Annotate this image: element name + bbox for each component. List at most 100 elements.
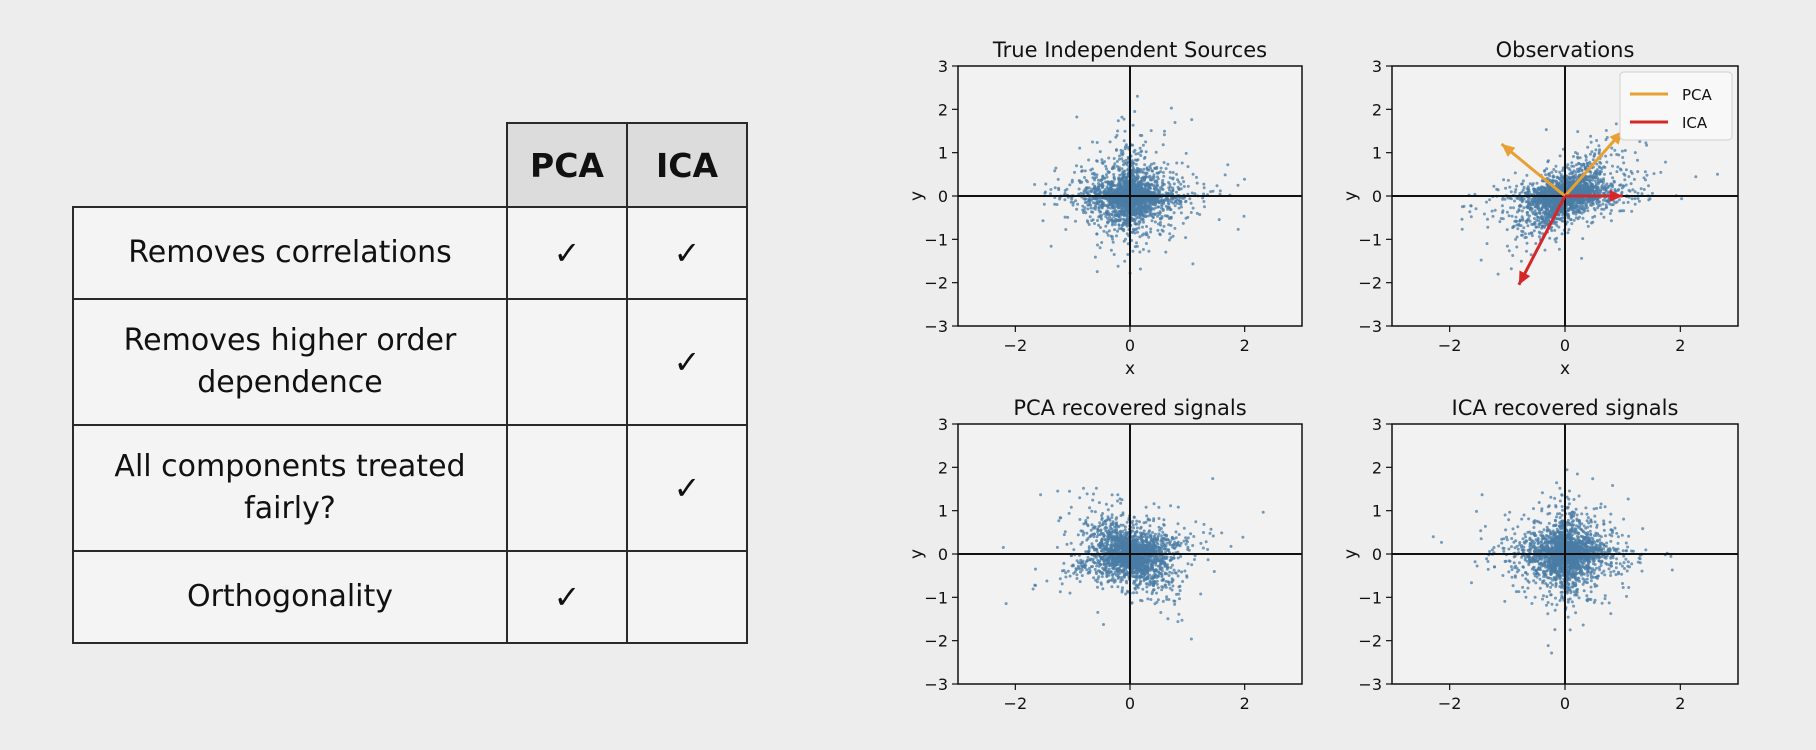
data-point [1593, 214, 1597, 218]
data-point [1095, 232, 1099, 236]
data-point [1106, 216, 1109, 220]
data-point [1116, 119, 1120, 123]
data-point [1616, 165, 1620, 169]
data-point [1141, 190, 1145, 194]
data-point [1538, 222, 1542, 226]
data-point [1069, 541, 1073, 545]
data-point [1603, 172, 1606, 176]
data-point [1111, 196, 1115, 200]
data-point [1630, 197, 1634, 201]
data-point [1630, 171, 1634, 175]
data-point [1071, 203, 1075, 207]
data-point [1133, 110, 1137, 113]
data-point [1507, 249, 1511, 253]
data-point [1113, 228, 1117, 232]
data-point [1537, 207, 1540, 211]
data-point [1536, 202, 1540, 206]
data-point [1620, 209, 1624, 213]
data-point [1165, 214, 1169, 218]
data-point [1580, 256, 1584, 260]
data-point [1540, 179, 1544, 183]
data-point [1073, 170, 1076, 174]
data-point [1116, 218, 1120, 222]
data-point [1573, 176, 1577, 180]
data-point [1138, 146, 1142, 150]
data-point [1523, 236, 1527, 240]
data-point [1622, 201, 1626, 205]
data-point [1133, 148, 1137, 152]
data-point [1579, 185, 1583, 188]
data-point [1532, 217, 1536, 220]
data-point [1124, 203, 1128, 207]
data-point [1537, 219, 1541, 223]
data-point [1062, 533, 1066, 537]
table-header-row: PCA ICA [73, 122, 748, 208]
data-point [1565, 181, 1569, 185]
data-point [1110, 219, 1114, 223]
data-point [1106, 515, 1110, 519]
data-point [1161, 178, 1165, 182]
data-point [1112, 253, 1116, 256]
data-point [1126, 242, 1130, 246]
data-point [1148, 199, 1152, 203]
data-point [1122, 175, 1126, 179]
data-point [1577, 204, 1581, 208]
data-point [1159, 221, 1162, 224]
data-point [1091, 218, 1095, 222]
data-point [1591, 174, 1595, 178]
data-point [1098, 210, 1102, 214]
data-point [1131, 123, 1135, 127]
data-point [1100, 206, 1104, 210]
data-point [1117, 167, 1121, 171]
data-point [1126, 181, 1130, 185]
data-point [1544, 210, 1548, 214]
data-point [1119, 189, 1123, 193]
data-point [1544, 198, 1548, 202]
data-point [1168, 176, 1172, 180]
data-point [1539, 207, 1543, 211]
data-point [1111, 240, 1115, 244]
data-point [1515, 223, 1519, 227]
data-point [1584, 189, 1588, 192]
data-point [1576, 201, 1580, 205]
data-point [1099, 226, 1102, 229]
data-point [1574, 188, 1578, 192]
data-point [1592, 154, 1596, 158]
data-point [1474, 207, 1478, 211]
data-point [1168, 232, 1172, 236]
data-point [1083, 176, 1086, 179]
data-point [1582, 183, 1586, 187]
data-point [1609, 172, 1613, 175]
data-point [1145, 225, 1149, 228]
data-point [1086, 203, 1090, 207]
data-point [1083, 197, 1087, 201]
data-point [1106, 508, 1110, 512]
data-point [1116, 264, 1120, 268]
data-point [1095, 187, 1099, 191]
data-point [1109, 189, 1113, 193]
data-point [1126, 212, 1130, 216]
data-point [1177, 592, 1181, 596]
data-point [1112, 175, 1116, 179]
data-point [1152, 588, 1156, 592]
data-point [1082, 211, 1085, 215]
data-point [1580, 201, 1584, 205]
data-point [1106, 220, 1110, 224]
data-point [1186, 165, 1190, 169]
data-point [1153, 220, 1157, 224]
data-point [1096, 219, 1099, 222]
data-point [1510, 214, 1514, 218]
data-point [1561, 169, 1565, 172]
data-point [1533, 212, 1537, 216]
data-point [1195, 175, 1198, 179]
data-point [1109, 248, 1113, 252]
data-point [1081, 204, 1085, 208]
data-point [1144, 150, 1148, 154]
data-point [1110, 201, 1114, 205]
data-point [1174, 200, 1177, 204]
data-point [1584, 166, 1588, 170]
data-point [1566, 163, 1570, 167]
data-point [1574, 216, 1578, 220]
